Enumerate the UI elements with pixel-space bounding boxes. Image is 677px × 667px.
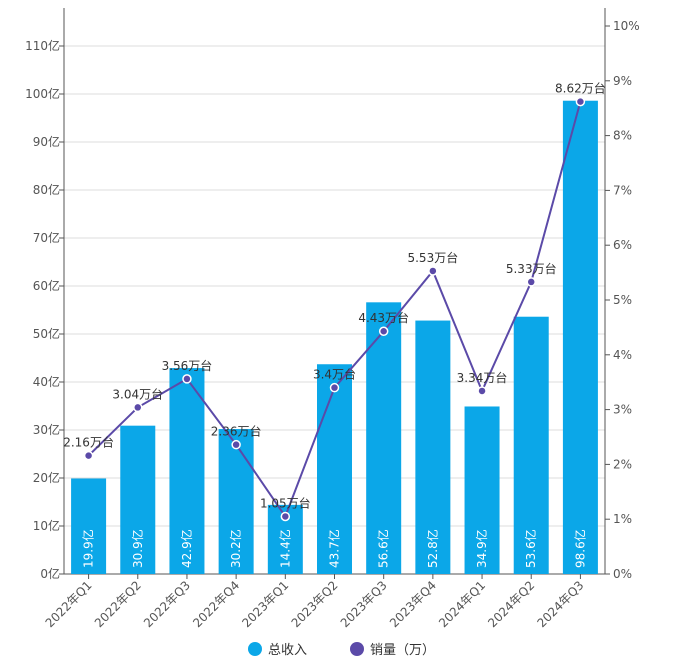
sales-point-label: 3.04万台: [112, 386, 163, 401]
revenue-bar-label: 42.9亿: [179, 529, 194, 568]
left-axis-tick-label: 20亿: [33, 470, 60, 485]
x-axis-tick-label: 2024年Q2: [485, 578, 537, 630]
x-axis-tick-label: 2024年Q3: [534, 578, 586, 630]
right-axis-tick-label: 5%: [613, 293, 632, 307]
right-axis-tick-label: 8%: [613, 129, 632, 143]
x-axis-tick-label: 2023年Q3: [338, 578, 390, 630]
sales-point: [526, 277, 536, 287]
revenue-bar-label: 14.4亿: [277, 529, 292, 568]
sales-point: [575, 96, 586, 107]
x-axis-tick-label: 2022年Q1: [43, 578, 95, 630]
sales-point-label: 1.05万台: [260, 495, 311, 510]
x-axis-tick-label: 2022年Q4: [190, 578, 242, 630]
revenue-bar-label: 52.8亿: [425, 529, 440, 568]
sales-point: [477, 386, 487, 396]
sales-point: [83, 450, 94, 461]
sales-point-label: 2.36万台: [211, 424, 262, 439]
left-axis-tick-label: 40亿: [33, 374, 60, 389]
sales-point-label: 3.34万台: [457, 370, 508, 385]
revenue-bar-label: 34.9亿: [474, 529, 489, 568]
left-axis-tick-label: 110亿: [25, 38, 60, 53]
right-axis-tick-label: 4%: [613, 348, 632, 362]
sales-point: [280, 511, 291, 522]
sales-point: [378, 326, 389, 336]
left-axis-tick-label: 100亿: [25, 86, 60, 101]
sales-point: [231, 439, 241, 450]
x-axis-tick-label: 2022年Q2: [92, 578, 144, 630]
legend-revenue-label: 总收入: [268, 643, 307, 658]
left-axis-tick-label: 60亿: [33, 278, 60, 293]
revenue-bar: [415, 320, 451, 574]
x-axis-tick-label: 2023年Q2: [289, 578, 341, 630]
sales-point-label: 4.43万台: [358, 310, 409, 325]
revenue-bar: [317, 364, 352, 574]
legend-sales-label: 销量（万）: [370, 643, 435, 658]
left-axis-tick-label: 90亿: [33, 134, 60, 149]
sales-point: [428, 266, 438, 276]
sales-point: [329, 382, 340, 393]
sales-point: [182, 374, 192, 384]
revenue-bar: [513, 316, 549, 574]
revenue-bar: [120, 425, 156, 574]
x-axis-tick-label: 2023年Q1: [239, 578, 291, 630]
left-axis-tick-label: 80亿: [33, 182, 60, 197]
legend: 总收入 销量（万）: [248, 642, 435, 658]
revenue-bar-label: 56.6亿: [376, 529, 391, 568]
x-axis-labels: 2022年Q12022年Q22022年Q32022年Q42023年Q12023年…: [43, 574, 587, 630]
revenue-bar-label: 53.6亿: [523, 529, 538, 568]
revenue-bar-label: 98.6亿: [572, 529, 587, 568]
right-axis-tick-label: 7%: [613, 183, 632, 197]
revenue-bar-label: 19.9亿: [81, 529, 96, 568]
x-axis-tick-label: 2023年Q4: [387, 578, 439, 630]
revenue-bar-label: 30.9亿: [130, 529, 145, 568]
revenue-bar: [464, 406, 500, 574]
legend-revenue-swatch: [248, 642, 262, 656]
revenue-bar-label: 30.2亿: [228, 529, 243, 568]
sales-point-label: 2.16万台: [63, 435, 114, 450]
right-axis-tick-label: 10%: [613, 19, 640, 33]
revenue-bar: [218, 429, 254, 574]
legend-sales-swatch: [350, 642, 364, 656]
sales-point-label: 5.33万台: [506, 261, 557, 276]
x-axis-tick-label: 2024年Q1: [436, 578, 488, 630]
left-axis-tick-label: 70亿: [33, 230, 60, 245]
left-axis-tick-label: 30亿: [33, 422, 60, 437]
sales-point-label: 3.4万台: [313, 367, 356, 382]
revenue-bars: 19.9亿 30.9亿 42.9亿 30.2亿 14.4亿 43.7亿 56.6亿 52.8亿…: [71, 100, 598, 574]
right-axis-tick-label: 6%: [613, 238, 632, 252]
x-axis-tick-label: 2022年Q3: [141, 578, 193, 630]
right-axis-tick-label: 0%: [613, 567, 632, 581]
left-axis-tick-label: 0亿: [40, 566, 60, 581]
sales-point-label: 8.62万台: [555, 81, 606, 96]
revenue-bar: [366, 302, 402, 574]
revenue-bar: [169, 368, 205, 574]
sales-point-label: 3.56万台: [162, 358, 213, 373]
sales-line: 2.16万台 3.04万台 3.56万台 2.36万台 1.05万台 3.4万台 4.43万…: [63, 81, 606, 522]
right-axis-tick-label: 3%: [613, 403, 632, 417]
right-axis-tick-label: 1%: [613, 512, 632, 526]
left-axis-tick-label: 10亿: [33, 518, 60, 533]
revenue-bar: [71, 478, 107, 574]
right-axis-tick-label: 2%: [613, 457, 632, 471]
sales-point-label: 5.53万台: [407, 250, 458, 265]
left-axis-tick-label: 50亿: [33, 326, 60, 341]
revenue-bar: [562, 100, 598, 574]
sales-point: [133, 402, 143, 413]
right-axis-tick-label: 9%: [613, 74, 632, 88]
revenue-bar-label: 43.7亿: [327, 529, 342, 568]
